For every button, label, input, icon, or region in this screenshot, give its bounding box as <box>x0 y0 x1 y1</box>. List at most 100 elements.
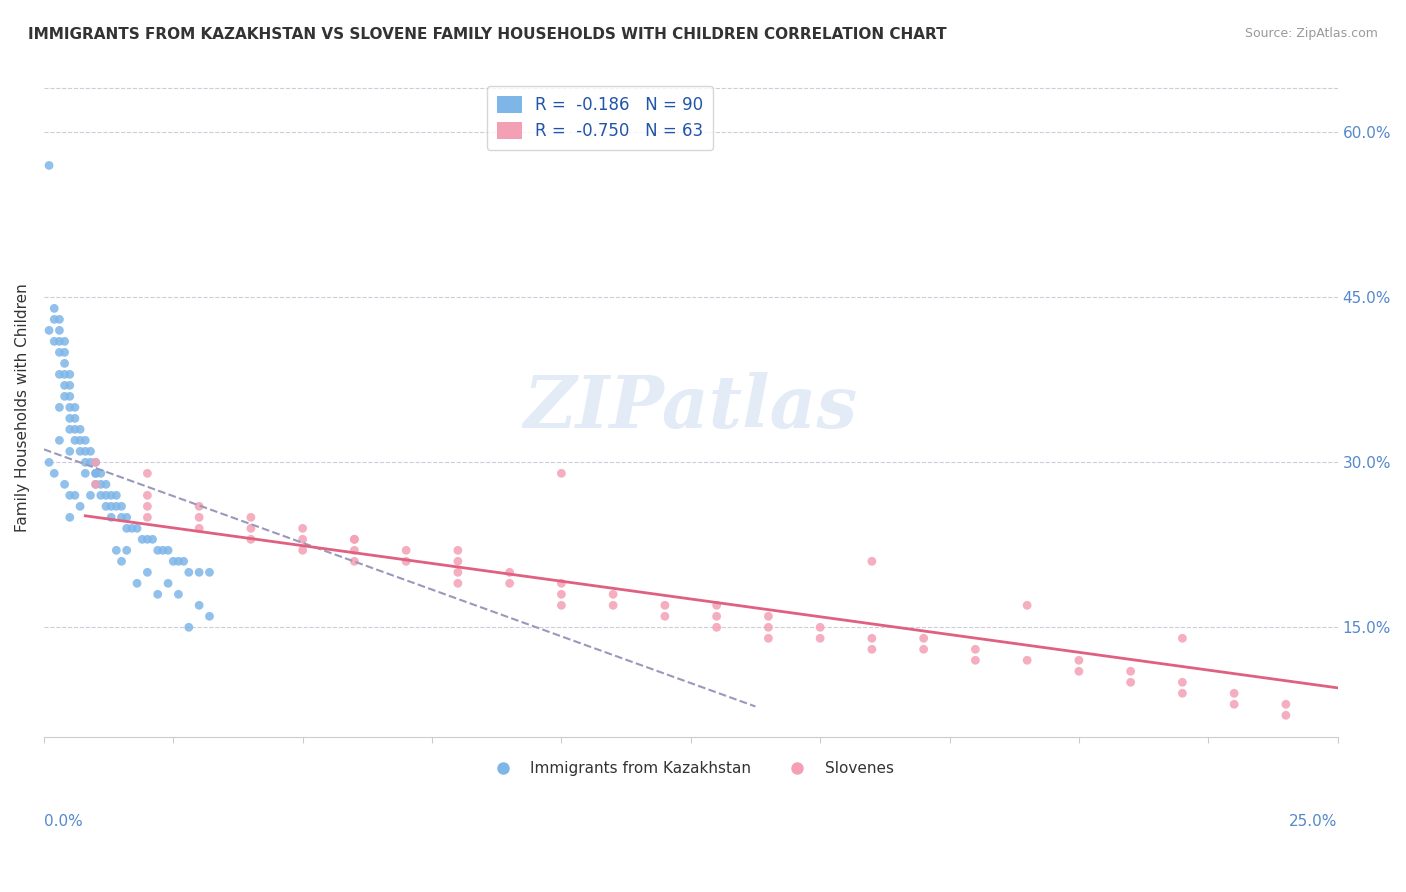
Point <box>965 653 987 667</box>
Point <box>53 334 76 349</box>
Point <box>188 500 211 514</box>
Point <box>239 533 262 547</box>
Point <box>706 620 728 634</box>
Point <box>75 455 97 469</box>
Point <box>75 444 97 458</box>
Point <box>110 554 132 568</box>
Point <box>1171 686 1194 700</box>
Point <box>758 632 780 646</box>
Point <box>44 334 66 349</box>
Point <box>84 455 107 469</box>
Point <box>152 543 174 558</box>
Point <box>291 543 314 558</box>
Point <box>115 521 138 535</box>
Point <box>115 543 138 558</box>
Text: 25.0%: 25.0% <box>1289 814 1337 830</box>
Point <box>90 477 112 491</box>
Point <box>48 434 70 448</box>
Legend: Immigrants from Kazakhstan, Slovenes: Immigrants from Kazakhstan, Slovenes <box>482 756 900 782</box>
Text: Source: ZipAtlas.com: Source: ZipAtlas.com <box>1244 27 1378 40</box>
Point <box>84 467 107 481</box>
Point <box>38 455 60 469</box>
Point <box>131 533 153 547</box>
Text: IMMIGRANTS FROM KAZAKHSTAN VS SLOVENE FAMILY HOUSEHOLDS WITH CHILDREN CORRELATIO: IMMIGRANTS FROM KAZAKHSTAN VS SLOVENE FA… <box>28 27 946 42</box>
Point <box>59 401 82 415</box>
Point <box>110 510 132 524</box>
Point <box>63 411 86 425</box>
Point <box>48 323 70 337</box>
Point <box>44 301 66 316</box>
Point <box>79 455 101 469</box>
Point <box>550 467 572 481</box>
Point <box>912 642 935 657</box>
Point <box>125 521 148 535</box>
Point <box>1067 665 1090 679</box>
Point <box>239 521 262 535</box>
Point <box>100 488 122 502</box>
Point <box>53 389 76 403</box>
Point <box>90 488 112 502</box>
Point <box>59 368 82 382</box>
Point <box>1171 675 1194 690</box>
Point <box>654 599 676 613</box>
Point <box>1223 686 1246 700</box>
Point <box>162 554 184 568</box>
Point <box>167 554 190 568</box>
Point <box>157 543 180 558</box>
Point <box>550 576 572 591</box>
Point <box>146 543 169 558</box>
Point <box>59 444 82 458</box>
Point <box>758 609 780 624</box>
Point <box>84 455 107 469</box>
Point <box>84 467 107 481</box>
Point <box>447 566 470 580</box>
Point <box>125 576 148 591</box>
Point <box>59 389 82 403</box>
Point <box>69 422 91 436</box>
Point <box>167 587 190 601</box>
Point <box>69 434 91 448</box>
Point <box>706 609 728 624</box>
Point <box>1275 708 1298 723</box>
Point <box>860 642 883 657</box>
Point <box>100 510 122 524</box>
Point <box>343 533 366 547</box>
Point <box>395 543 418 558</box>
Point <box>1119 675 1142 690</box>
Point <box>498 576 520 591</box>
Point <box>758 620 780 634</box>
Point <box>69 444 91 458</box>
Point <box>136 488 159 502</box>
Point <box>1067 653 1090 667</box>
Point <box>59 378 82 392</box>
Point <box>75 434 97 448</box>
Point <box>59 488 82 502</box>
Point <box>79 488 101 502</box>
Point <box>343 554 366 568</box>
Point <box>291 521 314 535</box>
Point <box>173 554 195 568</box>
Point <box>59 510 82 524</box>
Point <box>48 312 70 326</box>
Point <box>136 500 159 514</box>
Point <box>84 477 107 491</box>
Point <box>395 554 418 568</box>
Point <box>1275 698 1298 712</box>
Point <box>550 599 572 613</box>
Point <box>291 533 314 547</box>
Point <box>136 467 159 481</box>
Point <box>343 543 366 558</box>
Point <box>136 566 159 580</box>
Text: 0.0%: 0.0% <box>44 814 83 830</box>
Point <box>94 500 117 514</box>
Point <box>498 566 520 580</box>
Point <box>110 500 132 514</box>
Point <box>808 632 831 646</box>
Point <box>59 422 82 436</box>
Point <box>136 533 159 547</box>
Point <box>90 467 112 481</box>
Point <box>965 642 987 657</box>
Point <box>38 158 60 172</box>
Point <box>1017 653 1039 667</box>
Text: ZIPatlas: ZIPatlas <box>523 372 858 442</box>
